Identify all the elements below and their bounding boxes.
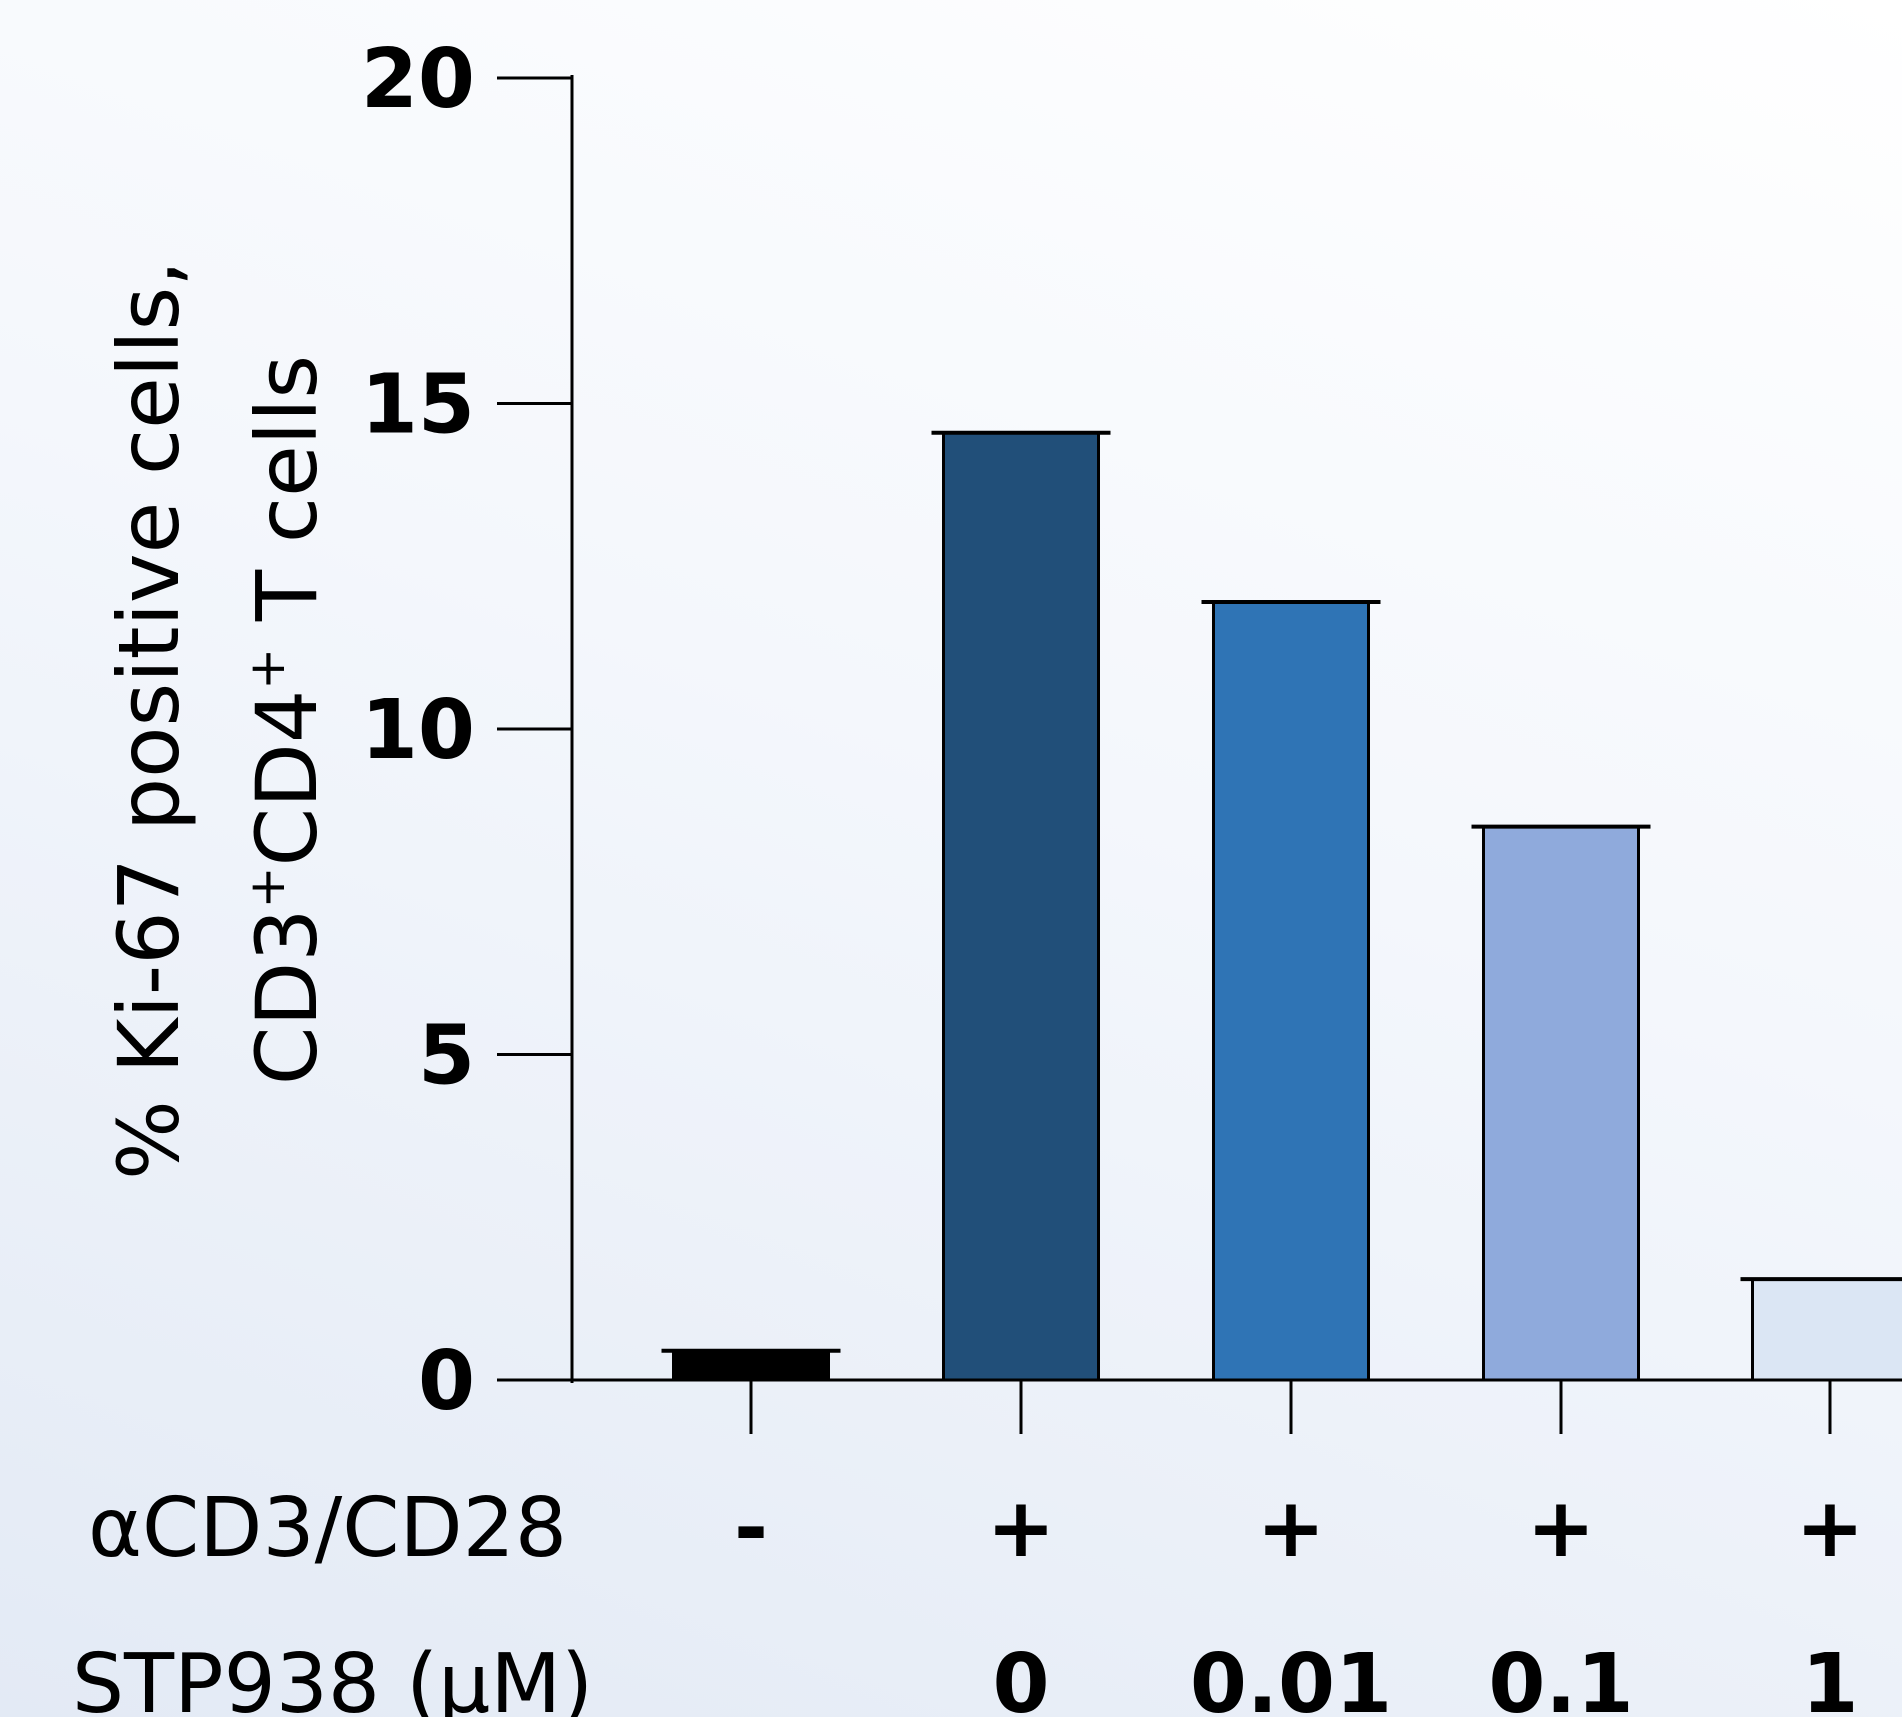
bar	[1212, 600, 1370, 1382]
bar	[942, 431, 1100, 1382]
condition-value: -	[734, 1481, 768, 1576]
y-axis-title-part-cd3: CD3	[238, 908, 336, 1085]
condition-row-label: STP938 (µM)	[72, 1637, 593, 1717]
y-axis-title-sup-1: +	[238, 867, 296, 909]
condition-value: +	[1796, 1481, 1865, 1576]
condition-rows: αCD3/CD28 - + + + + STP938 (µM) 0 0.01 0.1 1	[72, 1481, 1864, 1717]
bar	[1482, 825, 1640, 1382]
y-axis-title-sup-2: +	[238, 648, 296, 690]
bar	[672, 1349, 830, 1382]
bars	[661, 430, 1902, 1382]
y-tick-label: 20	[361, 32, 475, 127]
condition-row-label: αCD3/CD28	[88, 1481, 567, 1576]
condition-value: 0.1	[1488, 1637, 1633, 1717]
x-ticks	[749, 1380, 1832, 1434]
y-tick-label: 10	[361, 683, 475, 778]
condition-value: +	[1257, 1481, 1326, 1576]
y-axis-title: % Ki-67 positive cells, CD3+CD4+ T cells	[100, 260, 336, 1180]
y-axis-title-line1: % Ki-67 positive cells,	[100, 260, 198, 1180]
condition-value: 0	[992, 1637, 1049, 1717]
condition-value: +	[1527, 1481, 1596, 1576]
y-axis-title-part-tcells: T cells	[238, 355, 336, 648]
y-tick-label: 0	[418, 1334, 475, 1429]
y-ticks: 0 5 10 15 20	[361, 32, 572, 1429]
condition-value: +	[987, 1481, 1056, 1576]
y-tick-label: 15	[361, 358, 475, 453]
condition-value: 1	[1801, 1637, 1858, 1717]
y-axis-title-part-cd4: CD4	[238, 690, 336, 867]
y-tick-label: 5	[418, 1009, 475, 1104]
bar	[1751, 1277, 1902, 1382]
condition-value: 0.01	[1190, 1637, 1392, 1717]
y-axis-title-line2: CD3+CD4+ T cells	[238, 355, 336, 1085]
